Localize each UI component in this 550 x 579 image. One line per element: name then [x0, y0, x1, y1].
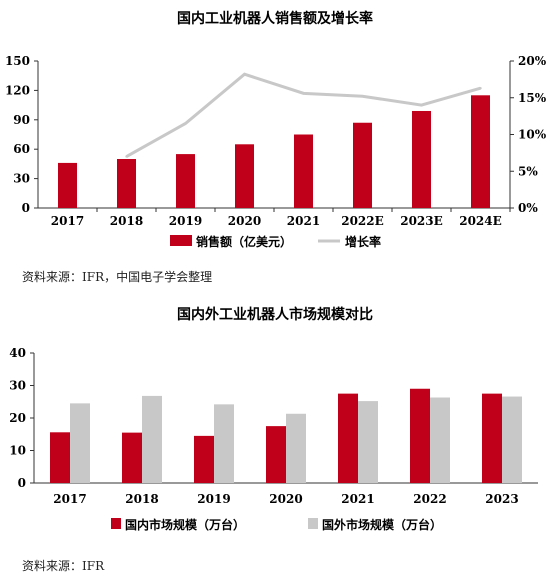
x-tick-label: 2020 — [228, 214, 261, 228]
y-tick-label-left: 30 — [13, 172, 30, 186]
y-tick-label-right: 0% — [518, 201, 538, 215]
chart1-title: 国内工业机器人销售额及增长率 — [177, 11, 373, 27]
bar-domestic — [266, 426, 286, 483]
bar-foreign — [214, 404, 234, 483]
bar-domestic — [122, 432, 142, 483]
y-tick-label: 30 — [9, 379, 26, 393]
legend-label-domestic: 国内市场规模（万台） — [125, 517, 245, 532]
x-tick-label: 2022E — [341, 214, 384, 228]
growth-point — [243, 73, 246, 76]
bar-foreign — [70, 403, 90, 483]
x-tick-label: 2018 — [110, 214, 143, 228]
bar-domestic — [194, 435, 214, 483]
y-tick-label-left: 0 — [22, 201, 30, 215]
legend-label-growth: 增长率 — [345, 234, 381, 249]
legend-swatch-sales — [170, 235, 192, 246]
x-tick-label: 2020 — [269, 492, 302, 506]
bar-sales — [294, 134, 313, 208]
growth-point — [420, 103, 423, 107]
legend-swatch-foreign — [308, 518, 318, 529]
growth-point — [184, 122, 187, 125]
x-tick-label: 2019 — [197, 492, 230, 506]
x-tick-label: 2023 — [485, 492, 518, 506]
bar-sales — [117, 159, 136, 208]
bar-sales — [353, 122, 372, 208]
x-tick-label: 2021 — [341, 492, 374, 506]
bar-sales — [412, 110, 431, 208]
legend-swatch-domestic — [111, 518, 121, 529]
x-tick-label: 2017 — [53, 492, 86, 506]
x-tick-label: 2024E — [459, 214, 502, 228]
y-tick-label-right: 20% — [518, 54, 547, 68]
growth-point — [302, 92, 305, 95]
x-tick-label: 2018 — [125, 492, 158, 506]
bar-foreign — [142, 395, 162, 483]
y-tick-label-left: 60 — [13, 142, 30, 156]
x-tick-label: 2021 — [287, 214, 320, 228]
bar-sales — [471, 95, 490, 208]
x-tick-label: 2017 — [51, 214, 84, 228]
legend-label-sales: 销售额（亿美元） — [196, 234, 292, 249]
chart1-svg: 0 30 60 90 120 150 0% 5% 10% 15% 20% 2017 2018 2019 20… — [5, 54, 547, 249]
bar-domestic — [50, 432, 70, 483]
bar-domestic — [482, 393, 502, 483]
y-tick-label-right: 5% — [518, 164, 538, 178]
y-tick-label-left: 120 — [5, 83, 30, 97]
bar-sales — [58, 162, 77, 208]
x-tick-label: 2023E — [400, 214, 443, 228]
chart1-source: 资料来源：IFR，中国电子学会整理 — [22, 270, 213, 284]
y-tick-label-left: 150 — [5, 54, 30, 68]
growth-point — [125, 155, 128, 158]
bar-foreign — [502, 396, 522, 483]
x-tick-label: 2019 — [169, 214, 202, 228]
bar-foreign — [358, 401, 378, 483]
y-tick-label-right: 10% — [518, 128, 547, 142]
growth-point — [479, 86, 482, 90]
bar-sales — [176, 154, 195, 208]
bar-domestic — [338, 393, 358, 483]
bar-foreign — [286, 413, 306, 483]
bar-domestic — [410, 388, 430, 483]
y-tick-label: 20 — [9, 411, 26, 425]
y-tick-label: 10 — [9, 444, 26, 458]
y-tick-label: 0 — [18, 476, 26, 490]
chart2-source: 资料来源：IFR — [22, 559, 105, 573]
y-tick-label-right: 15% — [518, 91, 547, 105]
bar-foreign — [430, 397, 450, 483]
y-tick-label-left: 90 — [13, 113, 30, 127]
chart2-title: 国内外工业机器人市场规模对比 — [177, 307, 373, 323]
y-tick-label: 40 — [9, 346, 26, 360]
legend-label-foreign: 国外市场规模（万台） — [322, 517, 442, 532]
x-tick-label: 2022 — [413, 492, 446, 506]
bar-sales — [235, 144, 254, 208]
growth-point — [361, 95, 364, 98]
